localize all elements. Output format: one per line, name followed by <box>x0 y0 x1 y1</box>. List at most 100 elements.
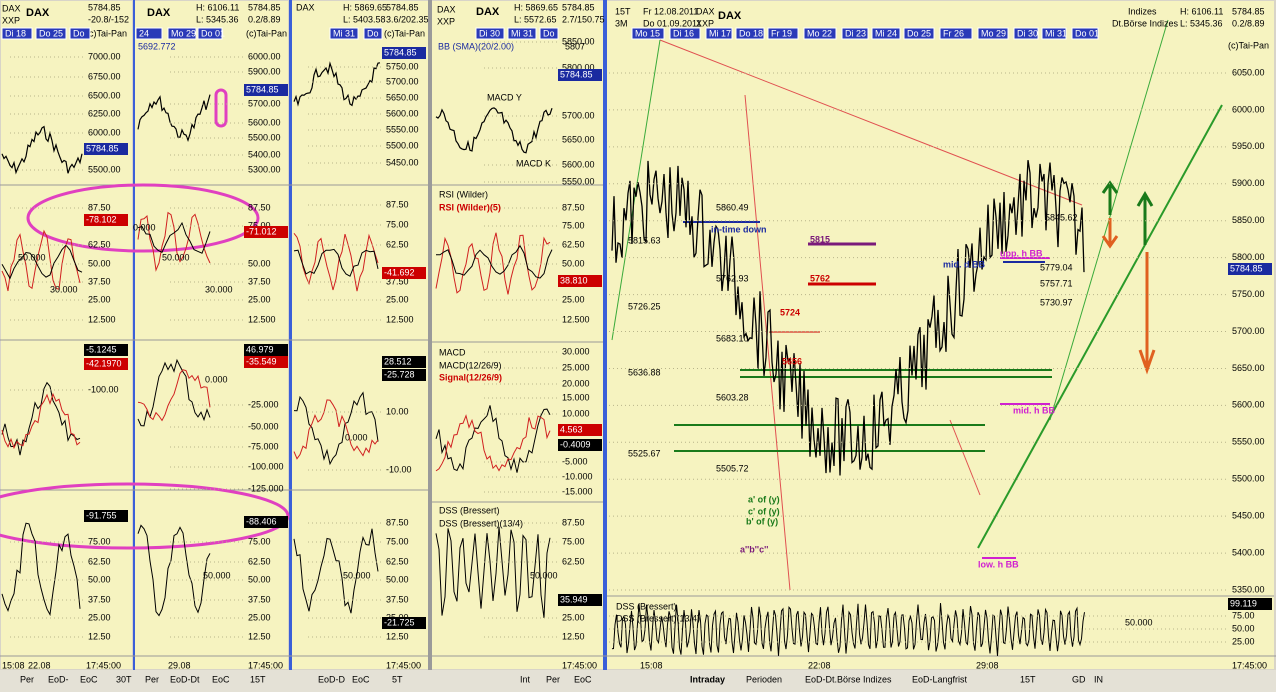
header-text: H: 5869.65 <box>514 2 558 12</box>
tab[interactable]: EoD-Dt.Börse Indizes <box>805 674 892 684</box>
axis-label: 62.50 <box>248 556 271 566</box>
axis-label: 12.50 <box>386 631 409 641</box>
axis-label: 5500.00 <box>248 132 281 142</box>
value-box-text: -71.012 <box>246 226 277 236</box>
axis-label: 5950.00 <box>1232 141 1265 151</box>
chart-note: 5860.49 <box>716 202 749 212</box>
tab[interactable]: EoD-Dt <box>170 674 200 684</box>
chart-note: 5762.93 <box>716 273 749 283</box>
tab[interactable]: GD <box>1072 674 1086 684</box>
header-text: DAX <box>26 7 50 19</box>
tab[interactable]: EoC <box>574 674 592 684</box>
tab[interactable]: Per <box>546 674 560 684</box>
tab[interactable]: 15T <box>250 674 266 684</box>
value-box <box>382 47 426 59</box>
axis-label: 5750.00 <box>386 61 419 71</box>
header-text: -20.8/-152 <box>88 14 129 24</box>
tab[interactable]: Int <box>520 674 531 684</box>
axis-label: 12.500 <box>562 314 590 324</box>
axis-label: 50.00 <box>562 258 585 268</box>
value-box <box>84 344 128 356</box>
chart-note: 5762 <box>810 273 830 283</box>
chart-note: 5505.72 <box>716 463 749 473</box>
axis-label: 12.500 <box>248 314 276 324</box>
trace <box>293 399 379 460</box>
tab[interactable]: Intraday <box>690 674 725 684</box>
value-box-text: 38.810 <box>560 275 588 285</box>
panel-bg <box>292 1 428 669</box>
tab[interactable]: Per <box>145 674 159 684</box>
value-box <box>558 69 602 81</box>
tab[interactable]: EoD-Langfrist <box>912 674 968 684</box>
chart-note: in-time down <box>711 224 767 234</box>
axis-label: 5500.00 <box>386 140 419 150</box>
time-label: 17:45:00 <box>248 660 283 670</box>
tab[interactable]: 15T <box>1020 674 1036 684</box>
chart-note: 5724 <box>780 307 800 317</box>
tab[interactable]: EoC <box>352 674 370 684</box>
axis-label: 87.50 <box>386 199 409 209</box>
tab[interactable]: EoC <box>212 674 230 684</box>
date-label: Mi 17 <box>709 28 731 38</box>
chart-note: 50.000 <box>343 570 371 580</box>
axis-label: 5550.00 <box>386 124 419 134</box>
date-label: Mi 24 <box>875 28 897 38</box>
header-text: 3M <box>615 18 628 28</box>
chart-note: MACD K <box>516 158 551 168</box>
tab[interactable]: Perioden <box>746 674 782 684</box>
chart-note: 5845.62 <box>1045 212 1078 222</box>
date-cell <box>669 27 701 40</box>
axis-label: -25.000 <box>248 399 279 409</box>
header-text: DAX <box>718 10 742 22</box>
tab[interactable]: Per <box>20 674 34 684</box>
date-cell <box>705 27 733 40</box>
axis-label: 5650.00 <box>562 134 595 144</box>
tab[interactable]: 5T <box>392 674 403 684</box>
date-label: Do 01 <box>201 28 225 38</box>
date-label: Di 18 <box>5 28 26 38</box>
tab[interactable]: EoD- <box>48 674 69 684</box>
separators <box>0 184 1276 657</box>
date-label: Do 18 <box>739 28 763 38</box>
header-text: 3.6/202.35 <box>386 14 429 24</box>
axis-label: 37.50 <box>248 276 271 286</box>
axis-label: 37.50 <box>386 594 409 604</box>
date-label: Do 01 <box>1075 28 1099 38</box>
chart-note: upp. h BB <box>1000 248 1043 258</box>
chart-note: DSS (Bressert) <box>616 601 677 611</box>
divider <box>133 0 135 692</box>
header-text: H: 6106.11 <box>1180 6 1223 16</box>
tab[interactable]: EoC <box>80 674 98 684</box>
axis-label: 75.00 <box>248 536 271 546</box>
chart-note: 5636.88 <box>628 367 661 377</box>
trace <box>436 244 553 279</box>
chart-note: mid. d BB <box>943 259 985 269</box>
date-cell <box>1 27 33 40</box>
value-box <box>244 516 288 528</box>
header-text: 5692.772 <box>138 41 176 51</box>
tab[interactable]: EoD-D <box>318 674 346 684</box>
axis-label: 6500.00 <box>88 90 121 100</box>
chart-note: 5757.71 <box>1040 278 1073 288</box>
trace <box>611 603 1085 656</box>
date-label: Do <box>367 28 379 38</box>
trace <box>293 61 381 107</box>
tab[interactable]: IN <box>1094 674 1103 684</box>
chart-note: 50.000 <box>18 252 46 262</box>
value-box-text: 35.949 <box>560 594 588 604</box>
time-label: 17:45:00 <box>386 660 421 670</box>
header-text: Indizes <box>1128 6 1157 16</box>
date-cell <box>1041 27 1067 40</box>
tab[interactable]: 30T <box>116 674 132 684</box>
axis-label: 37.50 <box>88 276 111 286</box>
header-text: DAX <box>296 2 315 12</box>
chart-note: MACD Y <box>487 92 522 102</box>
value-box <box>558 275 602 287</box>
chart-note: MACD(12/26/9) <box>439 360 502 370</box>
date-label: Mi 31 <box>1045 28 1067 38</box>
axis-label: 62.50 <box>562 239 585 249</box>
header-text: (c)Tai-Pan <box>86 28 127 38</box>
chart-note: 50.000 <box>1125 617 1153 627</box>
